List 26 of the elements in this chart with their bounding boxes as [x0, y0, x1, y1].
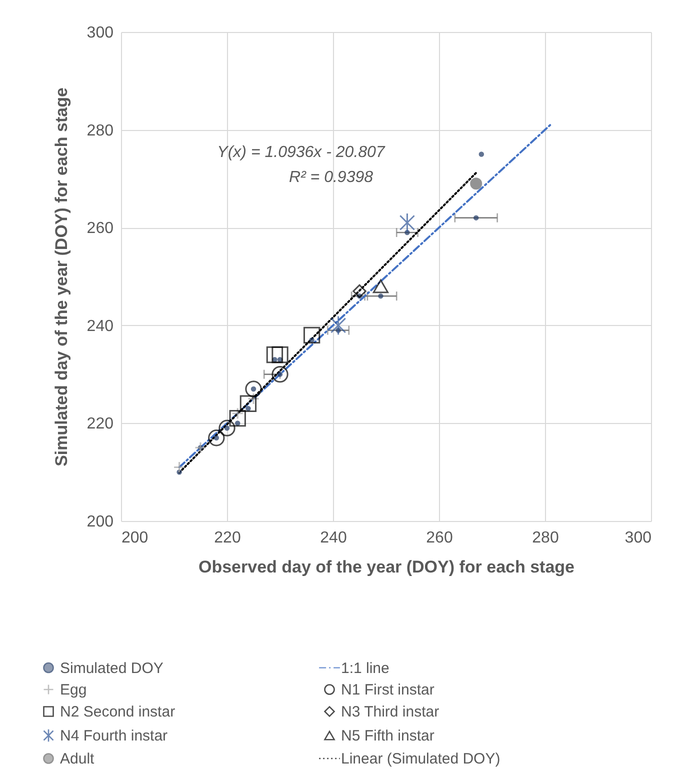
- x-tick-label: 280: [532, 530, 559, 546]
- y-tick-label: 300: [86, 24, 114, 42]
- x-axis-title: Observed day of the year (DOY) for each stage: [198, 558, 575, 576]
- y-tick-label: 240: [86, 318, 114, 335]
- y-tick-label: 220: [86, 416, 114, 433]
- y-tick-label: 260: [86, 220, 114, 238]
- x-tick-label: 300: [624, 530, 652, 546]
- y-axis-title: Simulated day of the year (DOY) for each stage: [52, 88, 71, 466]
- x-tick-label: 200: [122, 530, 148, 546]
- legend-label: N5 Fifth instar: [341, 728, 434, 744]
- legend-label: N1 First instar: [341, 682, 434, 698]
- legend-label: 1:1 line: [341, 660, 390, 677]
- y-tick-label: 280: [86, 122, 114, 140]
- legend-label: Adult: [60, 750, 96, 768]
- y-tick-label: 200: [86, 514, 114, 530]
- legend-label: Linear (Simulated DOY): [341, 750, 500, 768]
- x-tick-label: 260: [426, 530, 453, 546]
- x-tick-label: 240: [320, 530, 347, 546]
- annotation: Y(x) = 1.0936x - 20.807: [217, 144, 386, 161]
- annotation: R² = 0.9398: [288, 169, 374, 186]
- legend-label: N4 Fourth instar: [60, 728, 168, 744]
- legend-label: N3 Third instar: [341, 704, 440, 720]
- legend-label: N2 Second instar: [60, 704, 176, 720]
- x-tick-label: 220: [214, 530, 241, 546]
- legend-label: Egg: [60, 682, 87, 698]
- legend-label: Simulated DOY: [60, 660, 164, 677]
